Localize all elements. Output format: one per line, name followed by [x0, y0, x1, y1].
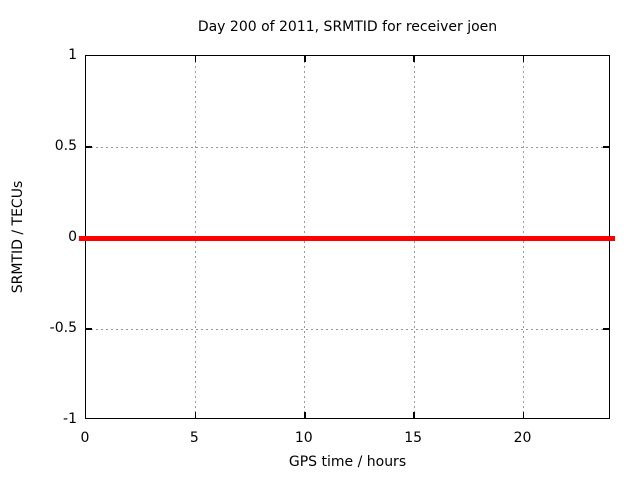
tick-mark-y-0.5 [86, 146, 92, 148]
x-axis-label: GPS time / hours [288, 454, 407, 470]
tick-mark-y--0.5 [603, 328, 609, 330]
tick-mark-y-0.5 [603, 146, 609, 148]
y-tick-label-0: 0 [68, 229, 77, 245]
x-tick-label-20: 20 [513, 430, 532, 446]
series-line-srmtid [79, 235, 615, 241]
plot-area [79, 55, 615, 419]
tick-mark-y--0.5 [86, 328, 92, 330]
x-tick-label-15: 15 [404, 430, 423, 446]
y-tick-label-0.5: 0.5 [54, 138, 77, 154]
y-tick-label--1: -1 [63, 411, 77, 427]
x-tick-label-5: 5 [189, 430, 199, 446]
x-tick-label-10: 10 [294, 430, 313, 446]
grid-line-y--0.5 [86, 328, 609, 330]
tick-mark-x-5 [194, 412, 197, 418]
y-tick-label-1: 1 [68, 47, 77, 63]
tick-mark-x-10 [304, 412, 306, 418]
y-tick-label--0.5: -0.5 [49, 320, 77, 336]
tick-mark-x-20 [522, 56, 525, 62]
tick-mark-x-5 [194, 56, 197, 62]
x-tick-label-0: 0 [80, 430, 90, 446]
tick-mark-x-20 [522, 412, 525, 418]
tick-mark-x-15 [413, 412, 415, 418]
tick-mark-x-10 [304, 56, 306, 62]
grid-line-y-0.5 [86, 146, 609, 148]
chart-title: Day 200 of 2011, SRMTID for receiver joe… [197, 19, 498, 35]
tick-mark-x-15 [413, 56, 415, 62]
